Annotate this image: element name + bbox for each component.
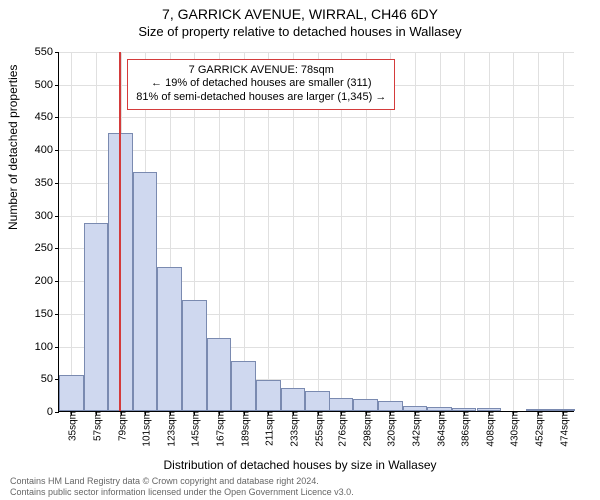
xtick-label: 211sqm — [261, 411, 276, 446]
histogram-bar — [84, 223, 109, 412]
gridline-vertical — [71, 52, 72, 411]
ytick-label: 450 — [35, 111, 59, 123]
xtick-label: 167sqm — [212, 411, 227, 447]
ytick-label: 500 — [35, 79, 59, 91]
histogram-bar — [59, 375, 84, 411]
gridline-horizontal — [59, 117, 574, 118]
xtick-label: 342sqm — [407, 411, 422, 447]
ytick-label: 550 — [35, 46, 59, 58]
gridline-vertical — [464, 52, 465, 411]
ytick-label: 400 — [35, 144, 59, 156]
gridline-vertical — [489, 52, 490, 411]
ytick-label: 200 — [35, 275, 59, 287]
histogram-bar — [550, 409, 575, 411]
xtick-label: 474sqm — [555, 411, 570, 447]
histogram-bar — [182, 300, 207, 411]
histogram-bar — [207, 338, 232, 411]
xtick-label: 320sqm — [383, 411, 398, 447]
xtick-label: 233sqm — [285, 411, 300, 447]
y-axis-label: Number of detached properties — [6, 65, 20, 230]
gridline-vertical — [415, 52, 416, 411]
gridline-horizontal — [59, 150, 574, 151]
histogram-bar — [231, 361, 256, 411]
xtick-label: 408sqm — [481, 411, 496, 447]
ytick-label: 250 — [35, 242, 59, 254]
gridline-vertical — [538, 52, 539, 411]
ytick-label: 0 — [47, 406, 59, 418]
xtick-label: 145sqm — [187, 411, 202, 447]
histogram-bar — [305, 391, 330, 411]
histogram-bar — [281, 388, 306, 411]
property-marker-line — [119, 52, 121, 411]
histogram-bar — [477, 408, 502, 411]
histogram-bar — [427, 407, 452, 411]
annotation-larger-pct: 81% of semi-detached houses are larger (… — [136, 91, 386, 105]
xtick-label: 189sqm — [236, 411, 251, 447]
footer-copyright: Contains HM Land Registry data © Crown c… — [10, 476, 354, 487]
xtick-label: 79sqm — [113, 411, 128, 441]
xtick-label: 452sqm — [531, 411, 546, 447]
xtick-label: 298sqm — [358, 411, 373, 447]
histogram-bar — [133, 172, 158, 411]
histogram-bar — [526, 409, 551, 411]
ytick-label: 100 — [35, 341, 59, 353]
histogram-plot-area: 05010015020025030035040045050055035sqm57… — [58, 52, 574, 412]
histogram-bar — [353, 399, 378, 411]
chart-footer: Contains HM Land Registry data © Crown c… — [10, 476, 354, 498]
annotation-property-size: 7 GARRICK AVENUE: 78sqm — [136, 64, 386, 78]
ytick-label: 150 — [35, 308, 59, 320]
xtick-label: 386sqm — [457, 411, 472, 447]
xtick-label: 101sqm — [138, 411, 153, 447]
histogram-bar — [157, 267, 182, 411]
histogram-bar — [256, 380, 281, 411]
histogram-bar — [452, 408, 477, 411]
xtick-label: 276sqm — [334, 411, 349, 447]
gridline-vertical — [440, 52, 441, 411]
footer-licence: Contains public sector information licen… — [10, 487, 354, 498]
gridline-vertical — [563, 52, 564, 411]
xtick-label: 57sqm — [88, 411, 103, 441]
chart-title-block: 7, GARRICK AVENUE, WIRRAL, CH46 6DY Size… — [0, 0, 600, 39]
gridline-horizontal — [59, 52, 574, 53]
ytick-label: 300 — [35, 210, 59, 222]
histogram-bar — [329, 398, 354, 411]
gridline-vertical — [513, 52, 514, 411]
xtick-label: 255sqm — [310, 411, 325, 447]
chart-title-subtitle: Size of property relative to detached ho… — [0, 24, 600, 39]
xtick-label: 430sqm — [506, 411, 521, 447]
histogram-bar — [403, 406, 428, 411]
ytick-label: 350 — [35, 177, 59, 189]
x-axis-label: Distribution of detached houses by size … — [0, 458, 600, 472]
histogram-bar — [378, 401, 403, 411]
ytick-label: 50 — [41, 373, 59, 385]
xtick-label: 364sqm — [432, 411, 447, 447]
annotation-smaller-pct: ← 19% of detached houses are smaller (31… — [136, 77, 386, 91]
property-annotation-box: 7 GARRICK AVENUE: 78sqm ← 19% of detache… — [127, 59, 395, 110]
xtick-label: 35sqm — [64, 411, 79, 441]
chart-title-address: 7, GARRICK AVENUE, WIRRAL, CH46 6DY — [0, 6, 600, 22]
xtick-label: 123sqm — [162, 411, 177, 447]
